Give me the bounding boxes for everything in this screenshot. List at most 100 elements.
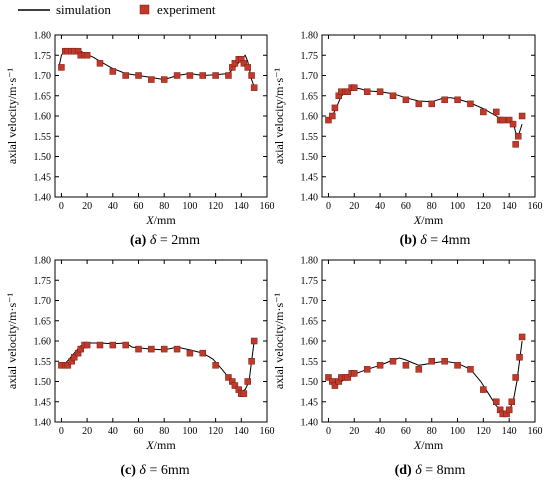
x-tick-label: 100 xyxy=(182,426,197,437)
y-tick-label: 1.45 xyxy=(34,172,52,183)
experiment-marker xyxy=(96,60,104,67)
experiment-marker xyxy=(186,72,194,79)
x-tick-label: 120 xyxy=(476,426,491,437)
y-tick-label: 1.50 xyxy=(34,377,52,388)
x-tick-label: 40 xyxy=(375,426,385,437)
y-tick-label: 1.65 xyxy=(34,316,52,327)
experiment-marker xyxy=(467,366,474,373)
y-tick-label: 1.55 xyxy=(34,357,52,368)
caption-value: = 6mm xyxy=(146,463,190,478)
x-tick-label: 40 xyxy=(375,201,385,212)
experiment-marker xyxy=(514,133,522,140)
x-axis-symbol: X xyxy=(413,213,422,227)
x-axis-unit: /mm xyxy=(154,438,177,452)
x-tick-label: 20 xyxy=(349,426,359,437)
y-axis-label: axial velocity/m·s⁻¹ xyxy=(272,67,286,164)
experiment-marker xyxy=(122,341,129,349)
x-tick-label: 0 xyxy=(326,201,331,212)
x-tick-label: 100 xyxy=(450,201,465,212)
experiment-marker xyxy=(250,337,258,345)
caption-symbol: δ xyxy=(150,233,157,248)
experiment-marker xyxy=(516,353,523,361)
experiment-marker xyxy=(160,76,168,83)
experiment-marker xyxy=(135,72,142,79)
x-tick-label: 160 xyxy=(260,426,275,437)
experiment-marker xyxy=(512,374,519,381)
experiment-marker xyxy=(122,72,129,79)
y-tick-label: 1.60 xyxy=(301,337,319,348)
x-axis-symbol: X xyxy=(145,438,154,452)
y-tick-label: 1.65 xyxy=(301,91,319,102)
experiment-marker xyxy=(351,84,358,91)
y-tick-label: 1.65 xyxy=(34,91,52,102)
experiment-marker xyxy=(329,112,336,120)
experiment-marker xyxy=(199,349,207,357)
y-tick-label: 1.40 xyxy=(34,418,52,429)
x-tick-label: 160 xyxy=(528,426,543,437)
experiment-marker xyxy=(331,104,339,112)
x-tick-label: 60 xyxy=(134,426,144,437)
experiment-marker xyxy=(454,362,461,369)
experiment-marker xyxy=(148,76,155,83)
experiment-marker xyxy=(186,349,194,357)
x-tick-label: 80 xyxy=(159,201,169,212)
experiment-marker xyxy=(428,100,435,108)
experiment-marker xyxy=(512,141,519,148)
experiment-marker xyxy=(248,358,255,365)
panel-b: 1.40 1.45 1.50 1.55 1.60 1.65 1.70 1.75 1.80 0 20 4… xyxy=(272,31,543,249)
y-tick-label: 1.60 xyxy=(301,112,319,123)
y-tick-label: 1.55 xyxy=(301,132,319,143)
panel-caption: (c) δ = 6mm xyxy=(120,463,189,478)
x-tick-label: 40 xyxy=(108,426,118,437)
y-tick-label: 1.80 xyxy=(301,31,319,42)
experiment-marker xyxy=(518,112,526,120)
experiment-marker xyxy=(376,362,384,369)
caption-value: = 8mm xyxy=(422,463,466,478)
experiment-marker xyxy=(402,96,410,104)
x-tick-label: 140 xyxy=(502,201,517,212)
y-tick-label: 1.80 xyxy=(34,256,52,267)
x-axis-unit: /mm xyxy=(421,438,444,452)
x-tick-label: 0 xyxy=(59,201,64,212)
x-axis-unit: /mm xyxy=(154,213,177,227)
experiment-marker xyxy=(428,358,435,365)
x-tick-label: 120 xyxy=(208,426,223,437)
experiment-marker xyxy=(441,96,448,104)
y-tick-label: 1.70 xyxy=(34,71,52,82)
experiment-marker xyxy=(325,374,332,381)
y-tick-label: 1.50 xyxy=(301,152,319,163)
y-tick-label: 1.80 xyxy=(34,31,52,42)
simulation-line xyxy=(61,340,255,393)
y-tick-label: 1.80 xyxy=(301,256,319,267)
y-tick-label: 1.55 xyxy=(301,357,319,368)
experiment-marker xyxy=(160,345,168,353)
x-tick-label: 80 xyxy=(427,426,437,437)
experiment-marker xyxy=(351,370,358,377)
experiment-marker xyxy=(71,353,78,361)
x-tick-label: 80 xyxy=(159,426,169,437)
y-tick-label: 1.40 xyxy=(34,193,52,204)
panel-caption: (d) δ = 8mm xyxy=(395,463,466,478)
x-tick-label: 20 xyxy=(82,201,92,212)
x-tick-label: 160 xyxy=(528,201,543,212)
legend: simulation experiment xyxy=(18,2,216,17)
experiment-marker xyxy=(454,96,461,104)
experiment-marker xyxy=(77,345,84,353)
caption-letter: (a) xyxy=(130,233,150,248)
experiment-marker xyxy=(240,60,248,67)
y-tick-label: 1.45 xyxy=(301,397,319,408)
x-axis-symbol: X xyxy=(145,213,154,227)
x-tick-label: 160 xyxy=(260,201,275,212)
y-tick-label: 1.45 xyxy=(301,172,319,183)
experiment-marker xyxy=(109,341,117,349)
experiment-marker xyxy=(415,366,423,373)
experiment-marker xyxy=(83,341,91,349)
panel-d: 1.40 1.45 1.50 1.55 1.60 1.65 1.70 1.75 1.80 0 20 4… xyxy=(272,256,543,479)
plot-frame xyxy=(321,259,536,423)
experiment-marker xyxy=(363,366,371,373)
plot-frame xyxy=(54,259,268,423)
x-tick-label: 0 xyxy=(326,426,331,437)
experiment-marker xyxy=(480,386,487,393)
experiment-marker xyxy=(58,64,65,71)
